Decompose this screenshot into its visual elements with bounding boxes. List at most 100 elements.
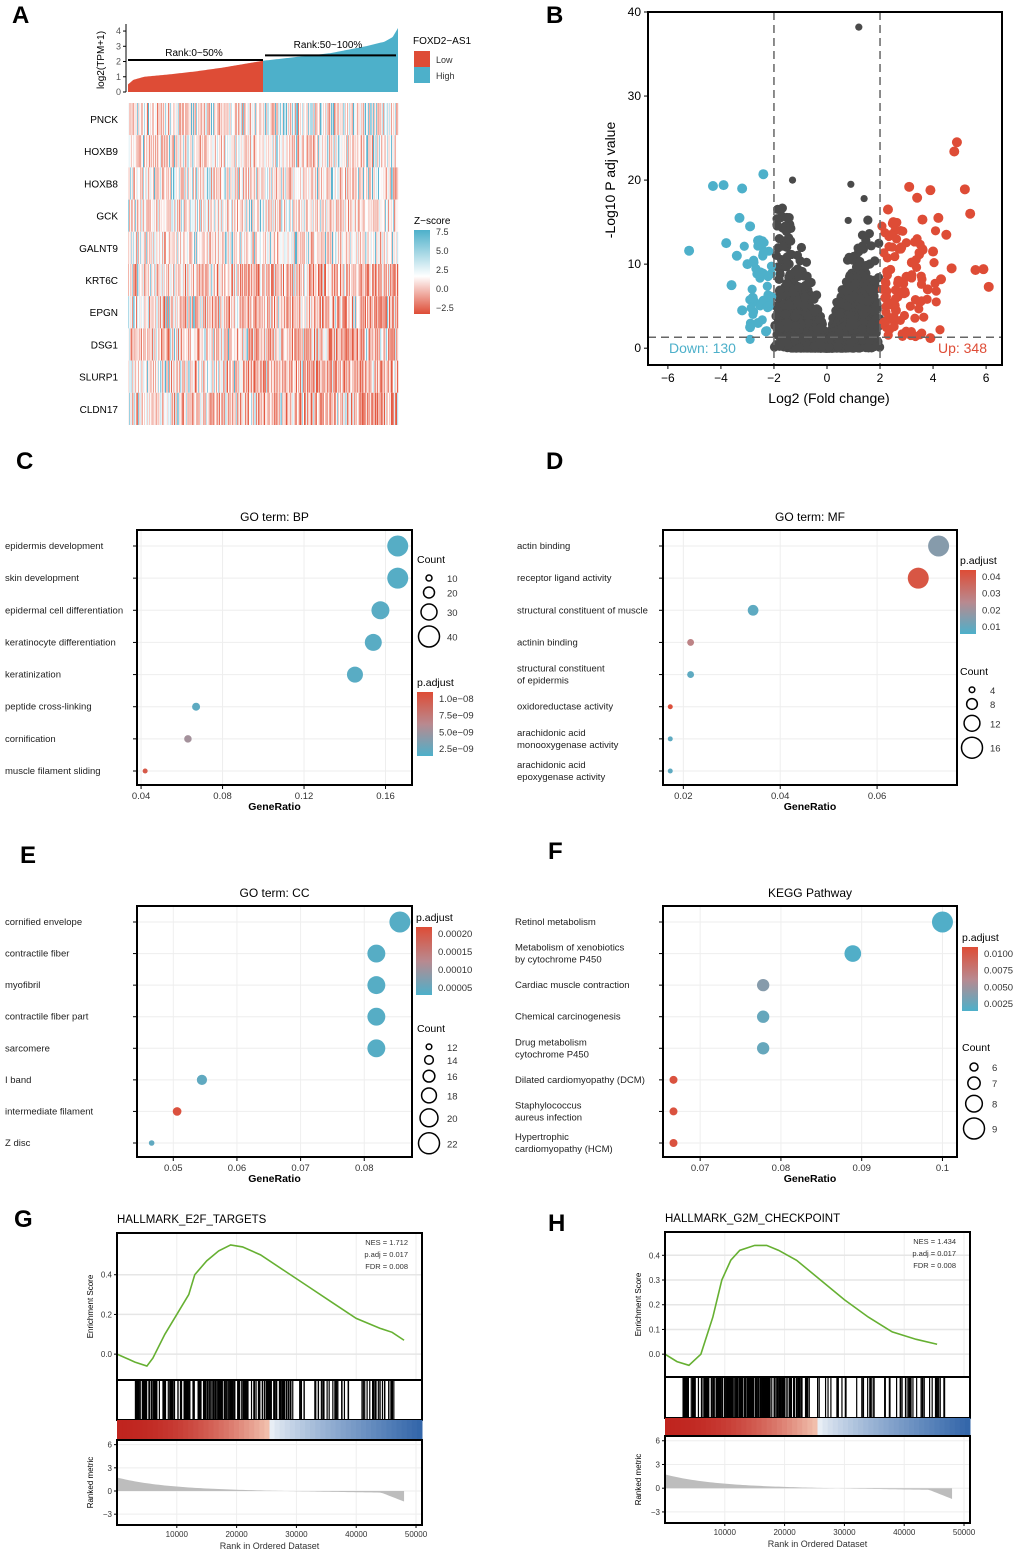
heatmap-cell bbox=[282, 103, 284, 136]
heatmap-cell bbox=[238, 328, 240, 361]
heatmap-cell bbox=[323, 231, 325, 264]
panel-label-d: D bbox=[546, 448, 564, 475]
heatmap-cell bbox=[291, 103, 293, 136]
heatmap-cell bbox=[266, 296, 268, 329]
heatmap-cell bbox=[302, 296, 304, 329]
heatmap-cell bbox=[221, 135, 223, 168]
heatmap-cell bbox=[360, 199, 362, 232]
heatmap-cell bbox=[335, 103, 337, 136]
ns-point bbox=[777, 203, 787, 213]
heatmap-cell bbox=[250, 392, 252, 425]
heatmap-cell bbox=[182, 264, 184, 297]
heatmap-cell bbox=[386, 199, 388, 232]
heatmap-cell bbox=[233, 103, 235, 136]
gene-label: SLURP1 bbox=[79, 373, 118, 384]
heatmap-cell bbox=[350, 264, 352, 297]
heatmap-cell bbox=[357, 167, 359, 200]
heatmap-cell bbox=[210, 296, 212, 329]
heatmap-cell bbox=[388, 360, 390, 393]
heatmap-cell bbox=[239, 103, 241, 136]
heatmap-cell bbox=[133, 167, 135, 200]
heatmap-cell bbox=[163, 231, 165, 264]
heatmap-cell bbox=[236, 328, 238, 361]
heatmap-cell bbox=[359, 296, 361, 329]
heatmap-cell bbox=[388, 199, 390, 232]
heatmap-cell bbox=[336, 264, 338, 297]
heatmap-cell bbox=[344, 264, 346, 297]
heatmap-cell bbox=[205, 103, 207, 136]
heatmap-cell bbox=[361, 231, 363, 264]
heatmap-cell bbox=[222, 264, 224, 297]
heatmap-cell bbox=[181, 264, 183, 297]
heatmap-cell bbox=[390, 167, 392, 200]
heatmap-cell bbox=[313, 167, 315, 200]
heatmap-cell bbox=[164, 264, 166, 297]
heatmap-cell bbox=[223, 103, 225, 136]
heatmap-cell bbox=[171, 264, 173, 297]
heatmap-cell bbox=[274, 360, 276, 393]
heatmap-cell bbox=[315, 199, 317, 232]
heatmap-cell bbox=[241, 199, 243, 232]
heatmap-cell bbox=[212, 103, 214, 136]
heatmap-cell bbox=[342, 103, 344, 136]
heatmap-cell bbox=[200, 231, 202, 264]
heatmap-cell bbox=[190, 392, 192, 425]
heatmap-cell bbox=[374, 167, 376, 200]
heatmap-cell bbox=[374, 199, 376, 232]
heatmap-cell bbox=[394, 103, 396, 136]
heatmap-cell bbox=[304, 392, 306, 425]
heatmap-cell bbox=[389, 392, 391, 425]
heatmap-cell bbox=[337, 199, 339, 232]
heatmap-cell bbox=[266, 328, 268, 361]
heatmap-cell bbox=[230, 231, 232, 264]
heatmap-cell bbox=[258, 135, 260, 168]
heatmap-cell bbox=[300, 103, 302, 136]
heatmap-cell bbox=[250, 264, 252, 297]
heatmap-cell bbox=[318, 296, 320, 329]
heatmap-cell bbox=[227, 264, 229, 297]
heatmap-cell bbox=[199, 231, 201, 264]
heatmap-cell bbox=[146, 231, 148, 264]
heatmap-cell bbox=[134, 328, 136, 361]
heatmap-cell bbox=[214, 135, 216, 168]
heatmap-cell bbox=[387, 328, 389, 361]
heatmap-cell bbox=[211, 167, 213, 200]
heatmap-cell bbox=[153, 392, 155, 425]
heatmap-cell bbox=[320, 135, 322, 168]
heatmap-cell bbox=[185, 392, 187, 425]
heatmap-cell bbox=[368, 392, 370, 425]
heatmap-cell bbox=[352, 360, 354, 393]
heatmap-cell bbox=[355, 328, 357, 361]
heatmap-cell bbox=[312, 360, 314, 393]
heatmap-cell bbox=[344, 392, 346, 425]
heatmap-cell bbox=[339, 231, 341, 264]
heatmap-cell bbox=[298, 264, 300, 297]
heatmap-cell bbox=[217, 296, 219, 329]
heatmap-cell bbox=[252, 167, 254, 200]
heatmap-cell bbox=[165, 231, 167, 264]
heatmap-cell bbox=[222, 328, 224, 361]
heatmap-cell bbox=[153, 264, 155, 297]
heatmap-cell bbox=[362, 392, 364, 425]
heatmap-cell bbox=[357, 360, 359, 393]
heatmap-cell bbox=[307, 392, 309, 425]
heatmap-cell bbox=[319, 231, 321, 264]
heatmap-cell bbox=[305, 328, 307, 361]
heatmap-cell bbox=[155, 199, 157, 232]
heatmap-cell bbox=[388, 328, 390, 361]
heatmap-cell bbox=[133, 199, 135, 232]
heatmap-cell bbox=[339, 167, 341, 200]
heatmap-cell bbox=[370, 360, 372, 393]
heatmap-cell bbox=[218, 135, 220, 168]
heatmap-cell bbox=[367, 328, 369, 361]
heatmap-cell bbox=[318, 199, 320, 232]
heatmap-cell bbox=[193, 135, 195, 168]
y-tick-label: 0 bbox=[116, 87, 121, 97]
heatmap-cell bbox=[389, 231, 391, 264]
heatmap-cell bbox=[190, 360, 192, 393]
heatmap-cell bbox=[291, 328, 293, 361]
heatmap-cell bbox=[311, 199, 313, 232]
heatmap-cell bbox=[281, 199, 283, 232]
heatmap-cell bbox=[147, 167, 149, 200]
heatmap-cell bbox=[336, 360, 338, 393]
